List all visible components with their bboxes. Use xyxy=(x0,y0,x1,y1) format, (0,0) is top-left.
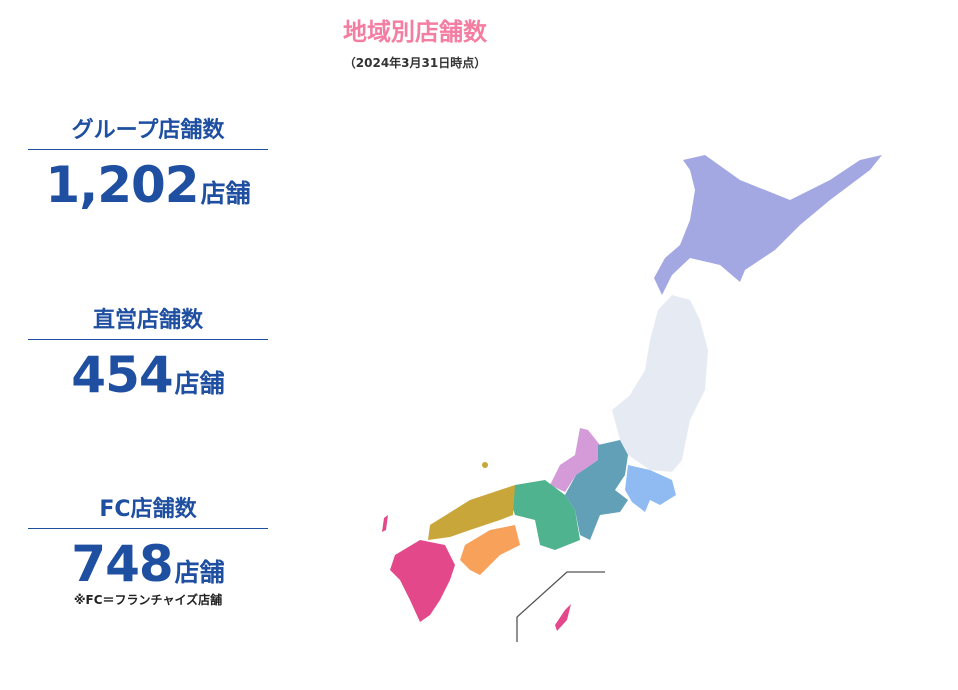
island-oki xyxy=(482,462,488,468)
as-of-date: （2024年3月31日時点） xyxy=(343,56,487,70)
group-store-count: グループ店舗数 1,202店舗 xyxy=(28,113,268,220)
stat-unit: 店舗 xyxy=(174,369,225,398)
fc-note: ※FC＝フランチャイズ店舗 xyxy=(73,593,223,607)
region-kyushu[interactable] xyxy=(390,540,455,622)
stat-label: グループ店舗数 xyxy=(28,113,268,150)
island-tsushima xyxy=(382,515,388,532)
region-chubu[interactable] xyxy=(565,440,628,540)
stat-unit: 店舗 xyxy=(200,179,251,208)
region-kanto[interactable] xyxy=(625,465,676,512)
stat-value: 454 xyxy=(71,346,173,404)
region-hokuriku[interactable] xyxy=(550,428,600,492)
page-title: 地域別店舗数 xyxy=(343,18,487,46)
stat-value: 1,202 xyxy=(45,156,199,214)
stat-value: 748 xyxy=(71,535,173,593)
region-chugoku[interactable] xyxy=(428,485,515,540)
fc-store-count: FC店舗数 748店舗 ※FC＝フランチャイズ店舗 xyxy=(28,492,268,608)
region-kinki[interactable] xyxy=(510,480,580,550)
region-okinawa[interactable] xyxy=(555,604,571,631)
region-shikoku[interactable] xyxy=(460,525,520,575)
stat-unit: 店舗 xyxy=(174,558,225,587)
direct-store-count: 直営店舗数 454店舗 xyxy=(28,303,268,410)
stat-label: 直営店舗数 xyxy=(28,303,268,340)
region-hokkaido[interactable] xyxy=(654,155,882,295)
okinawa-inset-border xyxy=(516,571,605,642)
stat-label: FC店舗数 xyxy=(28,492,268,529)
region-tohoku[interactable] xyxy=(612,295,708,472)
